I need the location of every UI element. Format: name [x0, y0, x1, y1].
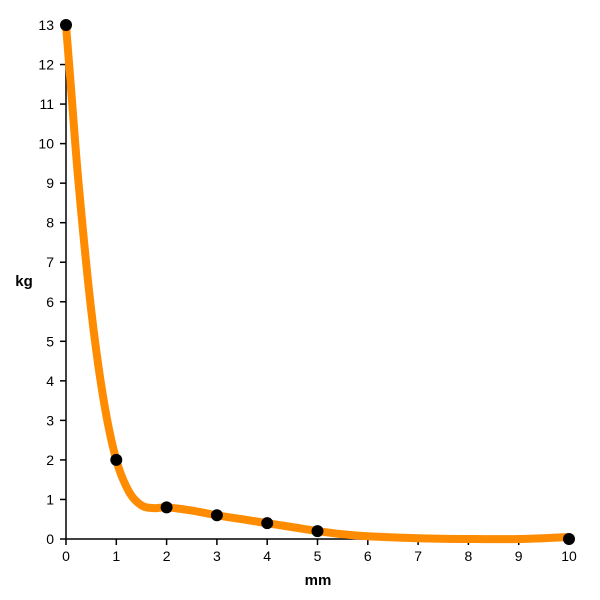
fitted-curve	[62, 21, 573, 544]
data-point	[60, 19, 72, 31]
y-tick-label: 5	[46, 333, 54, 349]
x-tick-label: 3	[213, 548, 221, 564]
data-point	[311, 525, 324, 538]
y-tick-label: 2	[46, 452, 54, 468]
x-tick-label: 2	[163, 548, 171, 564]
x-tick-label: 1	[112, 548, 120, 564]
y-tick-label: 12	[38, 57, 54, 73]
y-tick-label: 8	[46, 215, 54, 231]
x-axis-label: mm	[305, 572, 332, 589]
y-tick-label: 6	[46, 294, 54, 310]
y-tick-label: 3	[46, 412, 54, 428]
x-tick-label: 7	[414, 548, 422, 564]
data-point	[210, 509, 223, 522]
y-tick-label: 10	[38, 136, 54, 152]
y-tick-label: 1	[46, 491, 54, 507]
data-points-layer	[60, 19, 575, 545]
data-curve-layer	[62, 21, 573, 544]
x-tick-label: 6	[364, 548, 372, 564]
x-tick-label: 9	[515, 548, 523, 564]
y-tick-label: 9	[46, 175, 54, 191]
y-axis-label: kg	[15, 273, 33, 290]
x-tick-label: 8	[465, 548, 473, 564]
data-point	[261, 517, 274, 530]
y-tick-label: 11	[39, 96, 54, 112]
x-tick-label: 4	[263, 548, 271, 564]
data-point	[110, 453, 123, 466]
y-tick-label: 4	[46, 373, 54, 389]
data-point	[563, 533, 575, 545]
y-tick-label: 13	[38, 17, 54, 33]
x-tick-label: 0	[62, 548, 70, 564]
y-tick-label: 7	[46, 254, 54, 270]
x-tick-label: 10	[561, 548, 577, 564]
y-tick-label: 0	[46, 531, 54, 547]
data-point	[160, 501, 173, 514]
x-tick-label: 5	[314, 548, 322, 564]
